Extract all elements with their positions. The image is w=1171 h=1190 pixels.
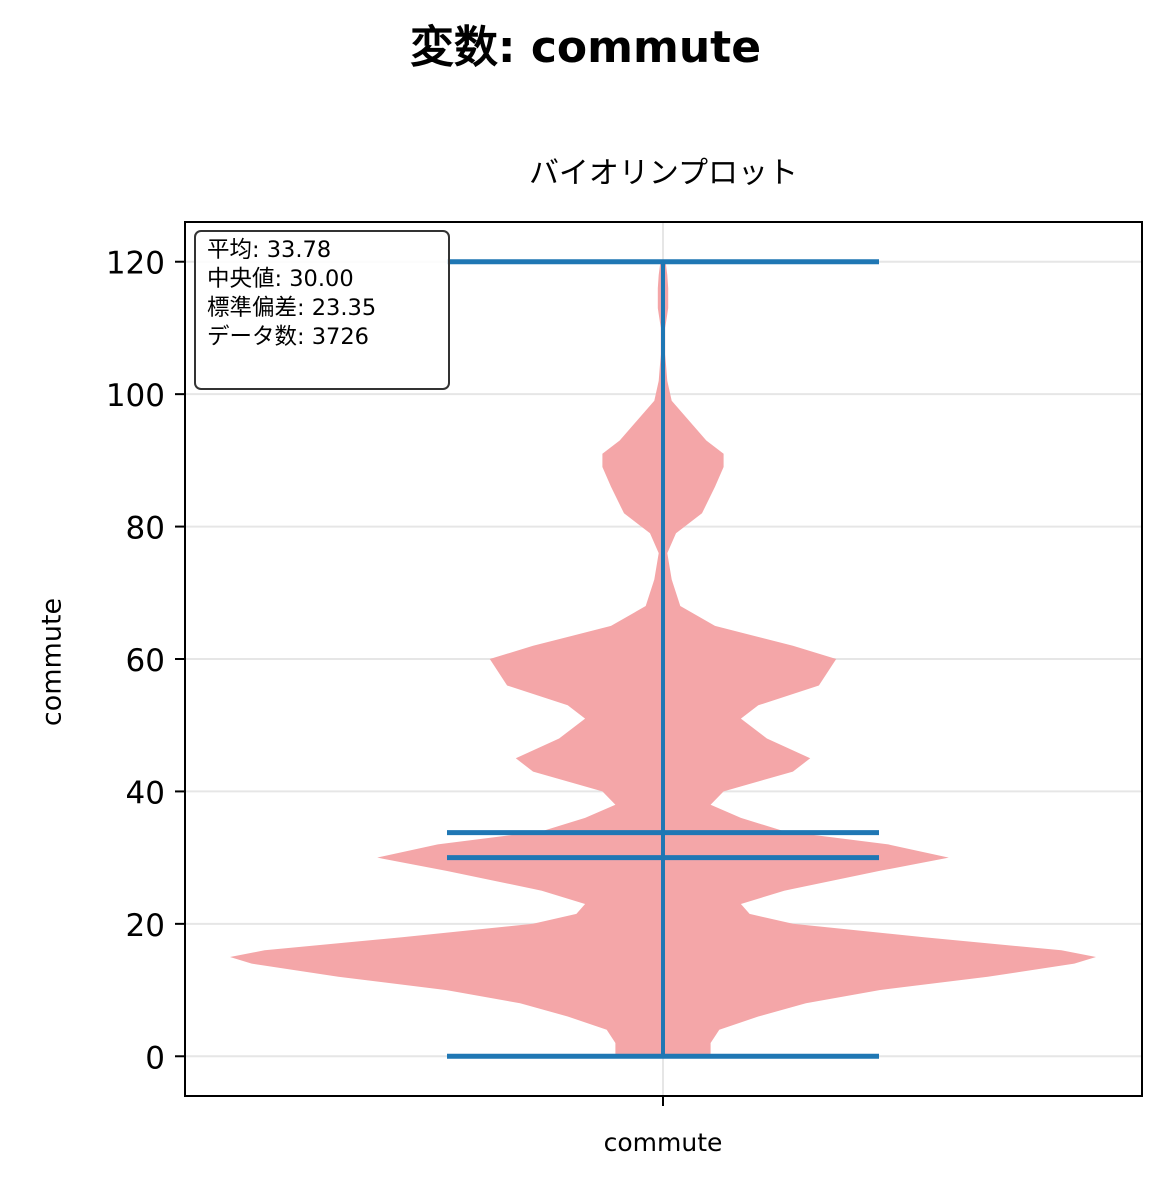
y-tick-label: 60 [126,643,165,679]
stats-std: 標準偏差: 23.35 [207,295,377,321]
y-tick-label: 120 [106,246,165,282]
y-tick-label: 100 [106,378,165,414]
stats-box: 平均: 33.78 中央値: 30.00 標準偏差: 23.35 データ数: 3… [194,230,450,390]
figure-suptitle: 変数: commute [409,22,762,73]
y-tick-label: 20 [126,908,165,944]
y-ticks: 0 20 40 60 80 100 120 [106,246,185,1076]
y-tick-label: 40 [126,775,165,811]
x-ticks: commute [604,1096,723,1157]
x-tick-label: commute [604,1128,723,1157]
chart-title: バイオリンプロット [528,156,799,191]
stats-mean: 平均: 33.78 [207,237,332,263]
stats-median: 中央値: 30.00 [207,266,354,292]
violin-lines [447,259,879,1059]
y-tick-label: 0 [145,1040,165,1076]
stats-count: データ数: 3726 [207,324,369,350]
y-tick-label: 80 [126,511,165,547]
